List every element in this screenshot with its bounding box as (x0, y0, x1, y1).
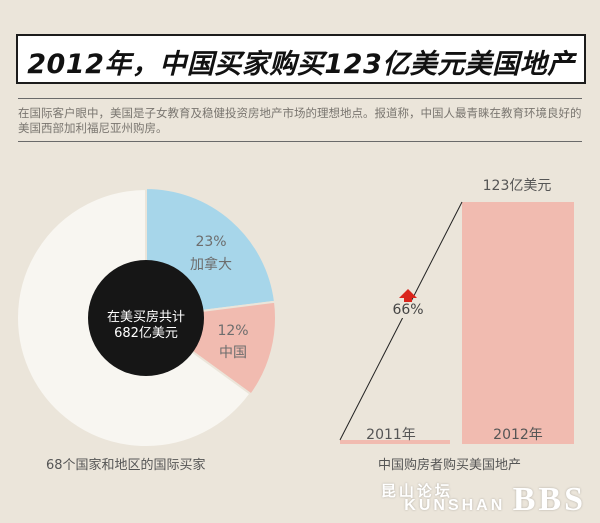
bar-2011年 (340, 440, 450, 444)
bar-2012年 (462, 202, 574, 444)
pie-slice-percent-canada: 23% (195, 234, 227, 250)
title-box: 2012年，中国买家购买123亿美元美国地产 (16, 34, 586, 84)
watermark-small: KUNSHAN (404, 497, 506, 514)
bar-category-label-2011: 2011年 (366, 427, 416, 443)
watermark: 昆山论坛 KUNSHAN BBS (325, 481, 586, 519)
bar-caption: 中国购房者购买美国地产 (378, 458, 522, 473)
top-rule (18, 98, 582, 99)
watermark-big: BBS (512, 481, 586, 518)
growth-connector-line (339, 201, 463, 441)
pie-center-hole (88, 260, 204, 376)
page-title: 2012年，中国买家购买123亿美元美国地产 (27, 49, 575, 80)
pie-slice-percent-china: 12% (217, 323, 249, 339)
growth-arrow-icon (399, 289, 417, 304)
growth-percent-label: 66% (382, 302, 434, 318)
watermark-cn: 昆山论坛 (380, 483, 453, 500)
intro-text: 在国际客户眼中，美国是子女教育及稳健投资房地产市场的理想地点。报道称，中国人最青… (18, 106, 582, 135)
pie-center-label-line1: 在美买房共计 (106, 310, 185, 325)
pie-caption: 68个国家和地区的国际买家 (46, 458, 206, 473)
bar-value-label-2012: 123亿美元 (482, 178, 552, 194)
pie-slice-label-canada: 加拿大 (190, 257, 232, 273)
pie-slice-label-china: 中国 (219, 345, 247, 361)
bar-category-label-2012: 2012年 (493, 427, 543, 443)
pie-center-label-line2: 682亿美元 (114, 326, 178, 341)
intro-rule (18, 141, 582, 142)
